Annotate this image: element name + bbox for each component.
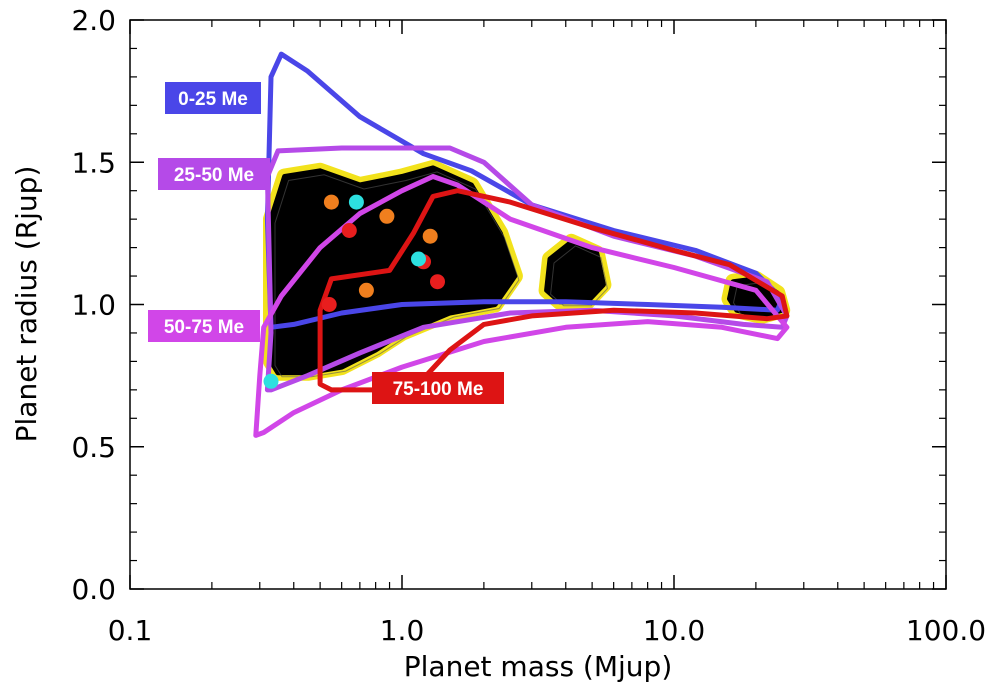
y-tick-label-1: 0.5: [71, 431, 116, 464]
region-label-1: 25-50 Me: [174, 165, 254, 186]
contour-1: [264, 145, 790, 393]
y-tick-label-4: 2.0: [71, 4, 116, 37]
contour-3: [317, 188, 790, 393]
label-layer: 0-25 Me 25-50 Me 50-75 Me 75-100 Me: [148, 82, 504, 404]
region-label-3: 75-100 Me: [393, 379, 484, 400]
data-point-10: [263, 373, 279, 389]
region-label-2: 50-75 Me: [164, 317, 244, 338]
y-axis-title: Planet radius (Rjup): [10, 166, 43, 443]
data-point-7: [321, 297, 337, 312]
data-point-3: [358, 282, 374, 298]
contour-2: [253, 174, 790, 438]
density-contour-0: [274, 171, 520, 378]
region-label-box-3: [372, 372, 504, 404]
density-contour-1: [550, 245, 608, 307]
x-axis-title: Planet mass (Mjup): [404, 650, 673, 683]
x-tick-label-3: 100.0: [906, 614, 986, 647]
data-point-2: [422, 228, 438, 244]
y-tick-label-0: 0.0: [71, 573, 116, 606]
data-point-4: [341, 223, 357, 238]
region-label-box-1: [158, 158, 270, 190]
tick-layer: 0.1 1.0 10.0 100.0 0.0 0.5 1.0 1.5 2.0: [71, 4, 986, 647]
x-tick-label-0: 0.1: [108, 614, 153, 647]
data-point-1: [379, 208, 395, 224]
data-point-6: [430, 274, 445, 290]
contour-layer: [253, 51, 790, 438]
x-tick-label-2: 10.0: [643, 614, 705, 647]
data-point-0: [323, 194, 339, 210]
y-tick-label-3: 1.5: [71, 146, 116, 179]
data-point-8: [348, 194, 364, 210]
density-region-0: [268, 165, 518, 376]
y-tick-label-2: 1.0: [71, 289, 116, 322]
point-layer: [263, 194, 445, 389]
x-tick-label-1: 1.0: [380, 614, 425, 647]
region-label-box-0: [165, 82, 261, 114]
region-label-box-2: [148, 310, 260, 342]
data-point-9: [411, 251, 426, 267]
region-label-0: 0-25 Me: [178, 89, 248, 110]
